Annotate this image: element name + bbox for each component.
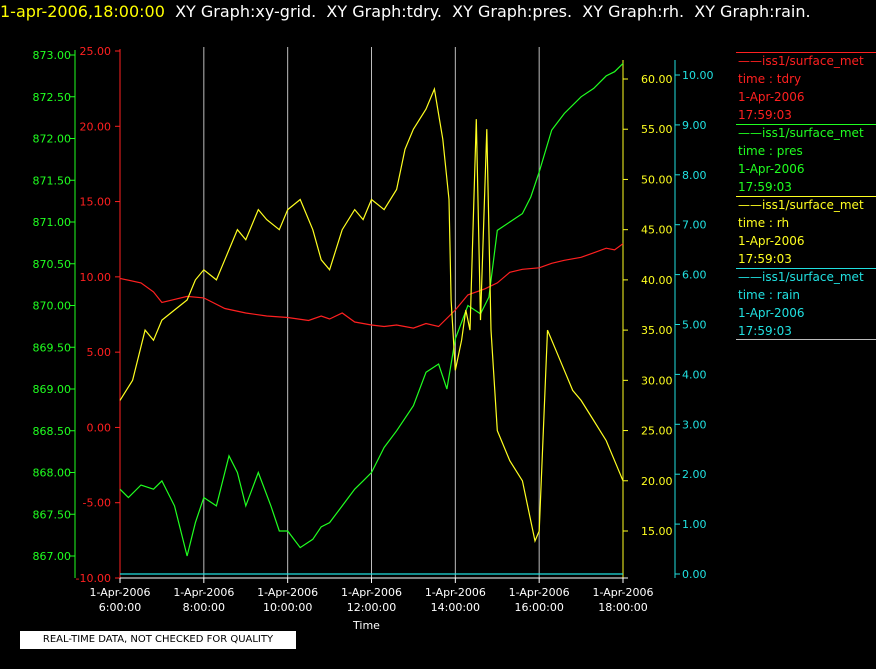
- graph-title-tdry: XY Graph:tdry.: [326, 2, 442, 21]
- x-tick-date-label: 1-Apr-2006: [257, 586, 318, 599]
- legend-line: 17:59:03: [738, 324, 792, 338]
- legend-line: 1-Apr-2006: [738, 306, 805, 320]
- legend-rule: [736, 52, 876, 53]
- legend-line: 17:59:03: [738, 108, 792, 122]
- x-tick-time-label: 10:00:00: [263, 601, 312, 614]
- pres-tick-label: 871.50: [33, 174, 72, 187]
- pres-tick-label: 868.00: [33, 467, 72, 480]
- rain-tick-label: 10.00: [682, 69, 714, 82]
- graph-title-bar: 1-apr-2006,18:00:00 XY Graph:xy-grid. XY…: [0, 2, 876, 24]
- tdry-tick-label: 5.00: [87, 346, 112, 359]
- legend-line: time : rain: [738, 288, 801, 302]
- tdry-tick-label: 10.00: [80, 271, 112, 284]
- x-tick-time-label: 18:00:00: [598, 601, 647, 614]
- rh-tick-label: 50.00: [641, 173, 673, 186]
- x-tick-time-label: 14:00:00: [431, 601, 480, 614]
- legend-line: time : rh: [738, 216, 790, 230]
- rh-tick-label: 45.00: [641, 224, 673, 237]
- pres-tick-label: 870.00: [33, 300, 72, 313]
- pres-tick-label: 871.00: [33, 216, 72, 229]
- legend-rule: [736, 268, 876, 269]
- pres-tick-label: 867.50: [33, 508, 72, 521]
- tdry-tick-label: 15.00: [80, 196, 112, 209]
- legend-line: 17:59:03: [738, 180, 792, 194]
- pres-tick-label: 868.50: [33, 425, 72, 438]
- legend-line: ——iss1/surface_met: [738, 198, 864, 212]
- tdry-tick-label: 20.00: [80, 120, 112, 133]
- x-axis-label: Time: [352, 619, 380, 632]
- rain-tick-label: 5.00: [682, 319, 707, 332]
- timestamp-title: 1-apr-2006,18:00:00: [0, 2, 165, 21]
- x-tick-date-label: 1-Apr-2006: [341, 586, 402, 599]
- pres-tick-label: 869.50: [33, 341, 72, 354]
- x-tick-date-label: 1-Apr-2006: [592, 586, 653, 599]
- legend-line: ——iss1/surface_met: [738, 54, 864, 68]
- rain-tick-label: 7.00: [682, 219, 707, 232]
- pres-tick-label: 873.00: [33, 49, 72, 62]
- graph-title-rain: XY Graph:rain.: [694, 2, 811, 21]
- legend-rule: [736, 124, 876, 125]
- legend-line: 1-Apr-2006: [738, 234, 805, 248]
- pres-tick-label: 872.00: [33, 133, 72, 146]
- legend-line: 1-Apr-2006: [738, 162, 805, 176]
- rh-tick-label: 60.00: [641, 73, 673, 86]
- legend-line: time : pres: [738, 144, 803, 158]
- rain-tick-label: 2.00: [682, 468, 707, 481]
- tdry-tick-label: -10.00: [76, 572, 111, 585]
- rh-tick-label: 20.00: [641, 475, 673, 488]
- rh-tick-label: 40.00: [641, 274, 673, 287]
- rh-tick-label: 55.00: [641, 123, 673, 136]
- pres-tick-label: 869.00: [33, 383, 72, 396]
- x-tick-date-label: 1-Apr-2006: [89, 586, 150, 599]
- legend-line: time : tdry: [738, 72, 802, 86]
- legend-line: 1-Apr-2006: [738, 90, 805, 104]
- graph-title-rh: XY Graph:rh.: [582, 2, 685, 21]
- legend-line: ——iss1/surface_met: [738, 126, 864, 140]
- x-tick-date-label: 1-Apr-2006: [509, 586, 570, 599]
- legend-line: 17:59:03: [738, 252, 792, 266]
- rh-tick-label: 30.00: [641, 374, 673, 387]
- legend-line: ——iss1/surface_met: [738, 270, 864, 284]
- rain-tick-label: 1.00: [682, 518, 707, 531]
- rh-series-line: [119, 86, 624, 544]
- graph-title-pres: XY Graph:pres.: [452, 2, 573, 21]
- x-tick-date-label: 1-Apr-2006: [425, 586, 486, 599]
- x-tick-time-label: 8:00:00: [183, 601, 225, 614]
- rain-tick-label: 0.00: [682, 568, 707, 581]
- rh-tick-label: 35.00: [641, 324, 673, 337]
- pres-tick-label: 870.50: [33, 258, 72, 271]
- x-tick-date-label: 1-Apr-2006: [173, 586, 234, 599]
- x-tick-time-label: 6:00:00: [99, 601, 141, 614]
- tdry-tick-label: 0.00: [87, 421, 112, 434]
- rain-tick-label: 8.00: [682, 169, 707, 182]
- rh-tick-label: 15.00: [641, 525, 673, 538]
- rain-tick-label: 3.00: [682, 418, 707, 431]
- rain-tick-label: 4.00: [682, 368, 707, 381]
- tdry-series-line: [119, 243, 624, 329]
- tdry-tick-label: -5.00: [83, 497, 111, 510]
- legend-bottom-rule: [736, 339, 876, 340]
- pres-tick-label: 872.50: [33, 91, 72, 104]
- pres-tick-label: 867.00: [33, 550, 72, 563]
- quality-note: REAL-TIME DATA, NOT CHECKED FOR QUALITY: [20, 631, 296, 649]
- tdry-tick-label: 25.00: [80, 45, 112, 58]
- pres-series-line: [119, 62, 624, 557]
- graph-title-xy-grid: XY Graph:xy-grid.: [175, 2, 317, 21]
- legend-rule: [736, 196, 876, 197]
- rain-tick-label: 9.00: [682, 119, 707, 132]
- rain-tick-label: 6.00: [682, 269, 707, 282]
- x-tick-time-label: 12:00:00: [347, 601, 396, 614]
- rh-tick-label: 25.00: [641, 425, 673, 438]
- x-tick-time-label: 16:00:00: [514, 601, 563, 614]
